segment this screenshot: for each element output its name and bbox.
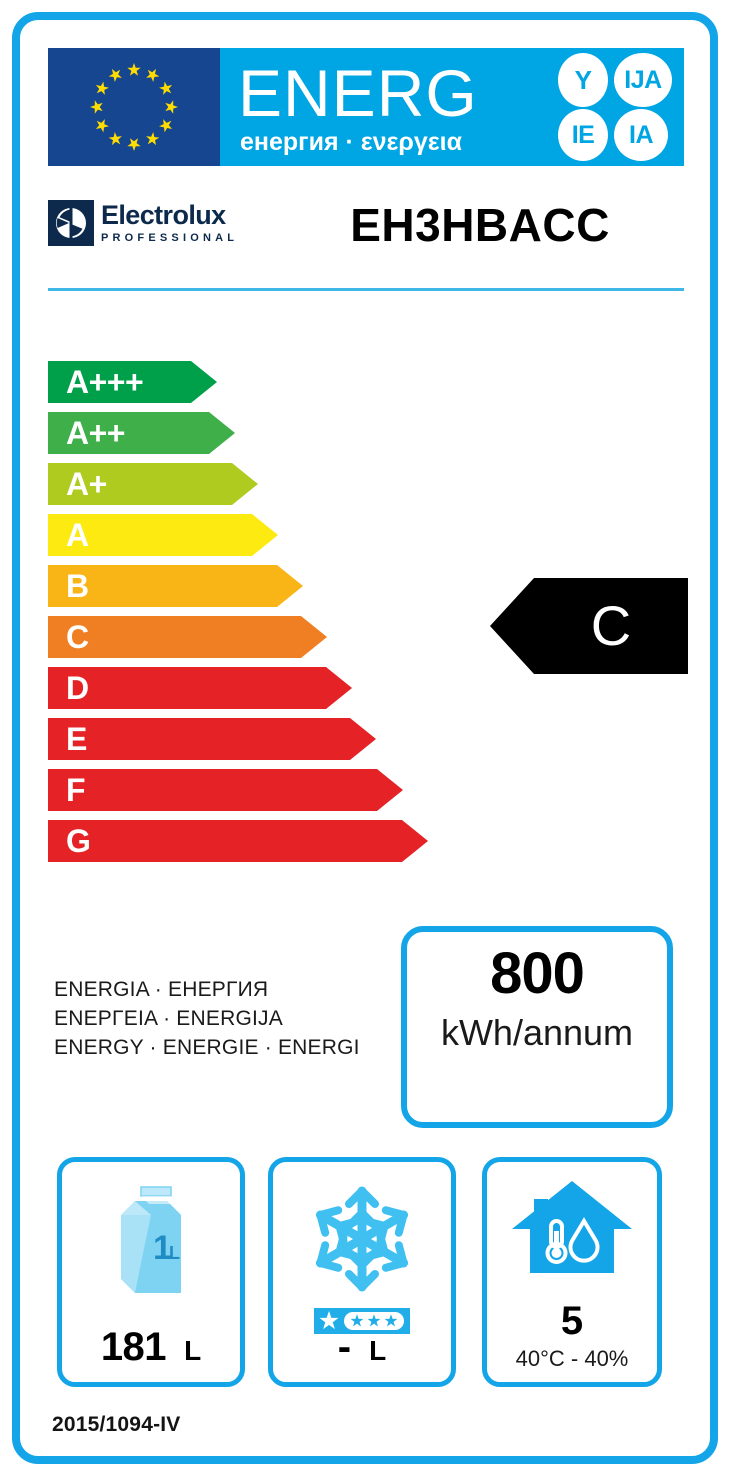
energy-class-bar-label: A: [66, 517, 89, 553]
electrolux-wordmark: Electrolux PROFESSIONAL: [101, 200, 238, 245]
energy-class-scale: A+++ A++ A+ A B C D E F G: [48, 361, 448, 867]
annual-consumption-unit: kWh/annum: [440, 1012, 634, 1053]
climate-class-box: 5 40°C - 40%: [482, 1157, 662, 1387]
climate-class-footer: 5 40°C - 40%: [487, 1300, 657, 1374]
energy-class-result-letter: C: [590, 594, 632, 657]
fridge-volume-box: 1 L 181 L: [57, 1157, 245, 1387]
annual-consumption-value: 800: [490, 941, 585, 1006]
energy-class-bar-label: F: [66, 772, 86, 808]
electrolux-mark-icon: [48, 200, 94, 246]
energy-class-bar-Aplus: A+: [48, 463, 258, 505]
energia-multilingual-block: ENERGIA · ЕНЕРГИЯ ENEPΓEIA · ENERGIJA EN…: [54, 975, 360, 1062]
snowflake-icon: [273, 1170, 451, 1308]
energ-subtitle: енергия · ενεργεια: [240, 128, 462, 156]
energy-class-bar-D: D: [48, 667, 352, 709]
energy-class-bar-label: C: [66, 619, 89, 655]
house-climate-icon: [487, 1168, 657, 1288]
fridge-volume-footer: 181 L: [62, 1324, 240, 1374]
energy-class-bar-label: G: [66, 823, 91, 859]
energy-class-bar-label: A+++: [66, 364, 144, 400]
svg-text:L: L: [169, 1243, 180, 1263]
energia-line-3: ENERGY · ENERGIE · ENERGI: [54, 1036, 360, 1059]
energy-class-bar-B: B: [48, 565, 303, 607]
freezer-volume-unit: L: [369, 1335, 387, 1366]
energ-wordmark: ENERG: [238, 56, 478, 130]
freezer-volume-box: - L: [268, 1157, 456, 1387]
energia-line-2: ENEPΓEIA · ENERGIJA: [54, 1007, 283, 1030]
energy-class-bar-A: A: [48, 514, 278, 556]
svg-text:1: 1: [153, 1229, 172, 1267]
language-badge-ija: IJA: [614, 53, 672, 107]
energy-class-bar-E: E: [48, 718, 376, 760]
energy-class-bar-label: D: [66, 670, 89, 706]
freezer-volume-value: -: [337, 1325, 352, 1369]
energy-class-bar-label: A++: [66, 415, 125, 451]
fridge-volume-value: 181: [100, 1325, 167, 1369]
brand-name: Electrolux: [101, 200, 226, 230]
energ-banner: ENERG енергия · ενεργεια Y IJA IE IA: [220, 48, 684, 166]
climate-class-value: 5: [560, 1299, 584, 1343]
milk-carton-icon: 1 L: [62, 1170, 240, 1308]
eu-flag-icon: [48, 48, 220, 166]
energy-class-bar-C: C: [48, 616, 327, 658]
language-badge-group: Y IJA IE IA: [556, 53, 676, 161]
regulation-reference: 2015/1094-IV: [52, 1413, 181, 1436]
freezer-volume-footer: - L: [273, 1324, 451, 1374]
fridge-volume-unit: L: [184, 1335, 202, 1366]
annual-consumption-box: 800 kWh/annum: [401, 926, 673, 1128]
energy-class-bar-G: G: [48, 820, 428, 862]
energy-class-bar-F: F: [48, 769, 403, 811]
language-badge-y: Y: [558, 53, 608, 107]
header-divider: [48, 288, 684, 291]
climate-class-range: 40°C - 40%: [515, 1346, 629, 1371]
model-name: EH3HBACC: [350, 199, 610, 251]
energy-class-bar-Aplusplusplus: A+++: [48, 361, 217, 403]
energy-class-bar-Aplusplus: A++: [48, 412, 235, 454]
energy-class-bar-label: E: [66, 721, 87, 757]
electrolux-logo: Electrolux PROFESSIONAL: [48, 200, 238, 246]
energy-class-bar-label: A+: [66, 466, 107, 502]
brand-row: Electrolux PROFESSIONAL EH3HBACC: [48, 196, 684, 268]
energy-label-header: ENERG енергия · ενεργεια Y IJA IE IA: [48, 48, 684, 166]
brand-subtitle: PROFESSIONAL: [101, 232, 239, 244]
energy-class-bar-label: B: [66, 568, 89, 604]
energia-line-1: ENERGIA · ЕНЕРГИЯ: [54, 978, 269, 1001]
language-badge-ia: IA: [614, 109, 668, 161]
freezer-star-rating-badge: [314, 1308, 410, 1334]
language-badge-ie: IE: [558, 109, 608, 161]
energy-class-result-arrow: C: [490, 578, 688, 674]
